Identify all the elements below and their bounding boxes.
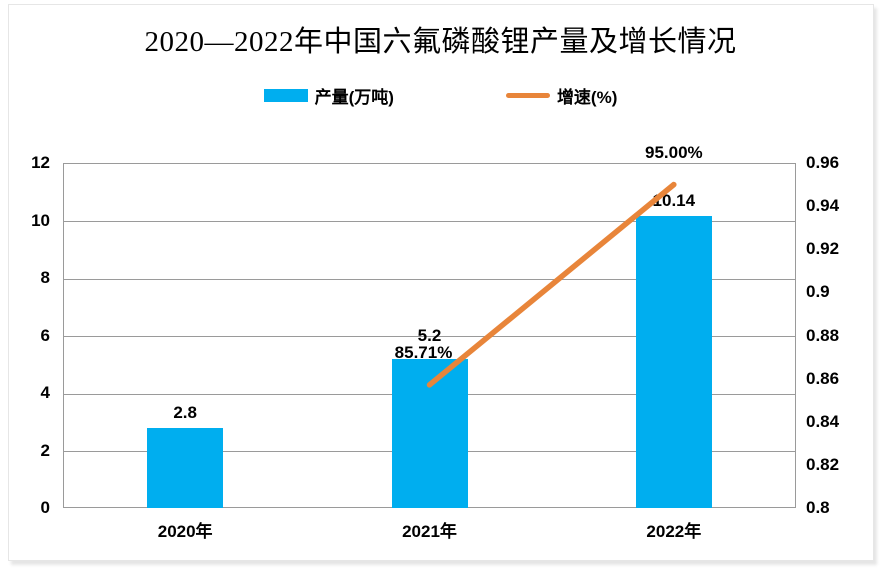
growth-value-label: 85.71% (394, 342, 453, 362)
bar-value-label: 5.2 (417, 325, 442, 345)
production-swatch-icon (263, 89, 308, 102)
bar (635, 216, 712, 508)
bar (147, 427, 224, 508)
growth-value-label: 95.00% (644, 142, 703, 162)
y-axis-tick-label: 0 (40, 498, 50, 517)
secondary-axis-tick-label: 0.8 (806, 498, 830, 517)
growth-swatch-icon (505, 93, 550, 98)
y-axis-tick-label: 4 (40, 383, 50, 402)
secondary-axis-tick-label: 0.92 (806, 239, 840, 259)
y-axis-tick-label: 10 (31, 210, 50, 230)
legend-label-production: 产量(万吨) (314, 88, 394, 107)
gridline (64, 278, 795, 280)
gridline (64, 221, 795, 222)
x-axis-label: 2021年 (402, 522, 457, 541)
legend-label-growth: 增速(%) (556, 88, 618, 107)
x-axis-label: 2020年 (157, 522, 213, 541)
legend: 产量(万吨) 增速(%) (0, 83, 881, 108)
y-axis-tick-label: 8 (40, 268, 50, 287)
y-axis-tick-label: 2 (40, 440, 50, 460)
trend-line (426, 181, 677, 388)
secondary-axis-tick-label: 0.82 (806, 454, 840, 474)
x-axis-label: 2022年 (646, 522, 702, 541)
secondary-axis-tick-label: 0.86 (806, 368, 840, 388)
chart-title: 2020—2022年中国六氟磷酸锂产量及增长情况 (144, 26, 737, 58)
secondary-axis-tick-label: 0.9 (806, 282, 830, 302)
y-axis-tick-label: 12 (31, 153, 50, 172)
legend-item-growth: 增速(%) (505, 83, 618, 108)
bar-value-label: 2.8 (173, 402, 197, 422)
legend-item-production: 产量(万吨) (263, 83, 394, 108)
secondary-axis-tick-label: 0.96 (806, 153, 840, 172)
secondary-axis-tick-label: 0.94 (806, 196, 840, 216)
secondary-axis-tick-label: 0.88 (806, 325, 840, 345)
gridline (64, 336, 795, 337)
secondary-axis-tick-label: 0.84 (806, 411, 840, 431)
y-axis-tick-label: 6 (40, 325, 50, 345)
